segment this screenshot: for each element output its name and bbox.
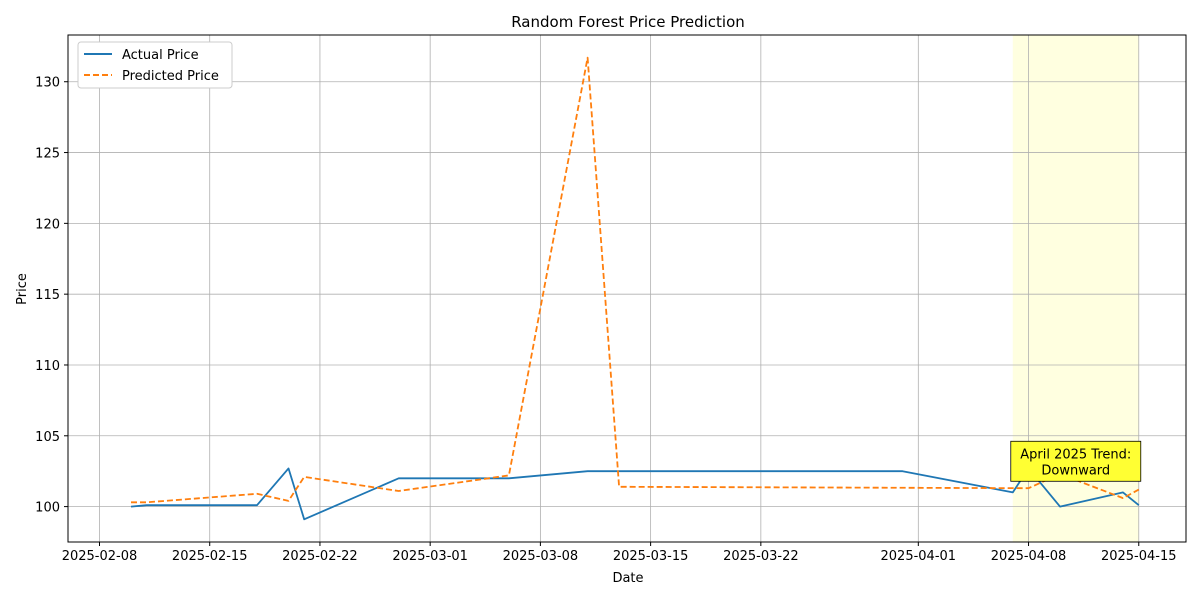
legend: Actual Price Predicted Price (77, 41, 233, 89)
annotation-box: April 2025 Trend: Downward (1010, 440, 1142, 482)
x-tick-label: 2025-03-22 (723, 549, 799, 564)
y-tick-label: 105 (35, 430, 60, 445)
x-axis-ticks: 2025-02-08 2025-02-15 2025-02-22 2025-03-01… (62, 542, 1177, 564)
x-tick-label: 2025-04-01 (881, 549, 957, 564)
x-tick-label: 2025-04-08 (991, 549, 1067, 564)
y-tick-label: 115 (35, 288, 60, 303)
x-tick-label: 2025-04-15 (1101, 549, 1177, 564)
y-axis-ticks: 100 105 110 115 120 125 130 (35, 76, 68, 516)
chart-title: Random Forest Price Prediction (511, 13, 745, 31)
annotation-line-2: Downward (1041, 463, 1110, 478)
legend-frame (77, 41, 233, 89)
y-axis-label: Price (15, 273, 30, 305)
y-tick-label: 125 (35, 147, 60, 162)
x-tick-label: 2025-03-15 (613, 549, 689, 564)
annotation-line-1: April 2025 Trend: (1020, 447, 1131, 462)
y-tick-label: 130 (35, 76, 60, 91)
x-tick-label: 2025-03-08 (503, 549, 579, 564)
series-line-actual-price (130, 467, 1140, 521)
y-tick-label: 100 (35, 501, 60, 516)
annotation-background (1010, 440, 1142, 482)
y-tick-label: 120 (35, 217, 60, 232)
y-tick-label: 110 (35, 359, 60, 374)
x-tick-label: 2025-02-22 (282, 549, 358, 564)
x-tick-label: 2025-02-15 (172, 549, 248, 564)
x-tick-label: 2025-03-01 (392, 549, 468, 564)
legend-label-actual: Actual Price (122, 48, 199, 63)
x-tick-label: 2025-02-08 (62, 549, 138, 564)
x-axis-label: Date (612, 571, 643, 586)
plot-background (68, 35, 1186, 542)
plot-frame (67, 34, 1187, 543)
grid-lines (68, 35, 1186, 542)
legend-label-predicted: Predicted Price (122, 69, 219, 84)
